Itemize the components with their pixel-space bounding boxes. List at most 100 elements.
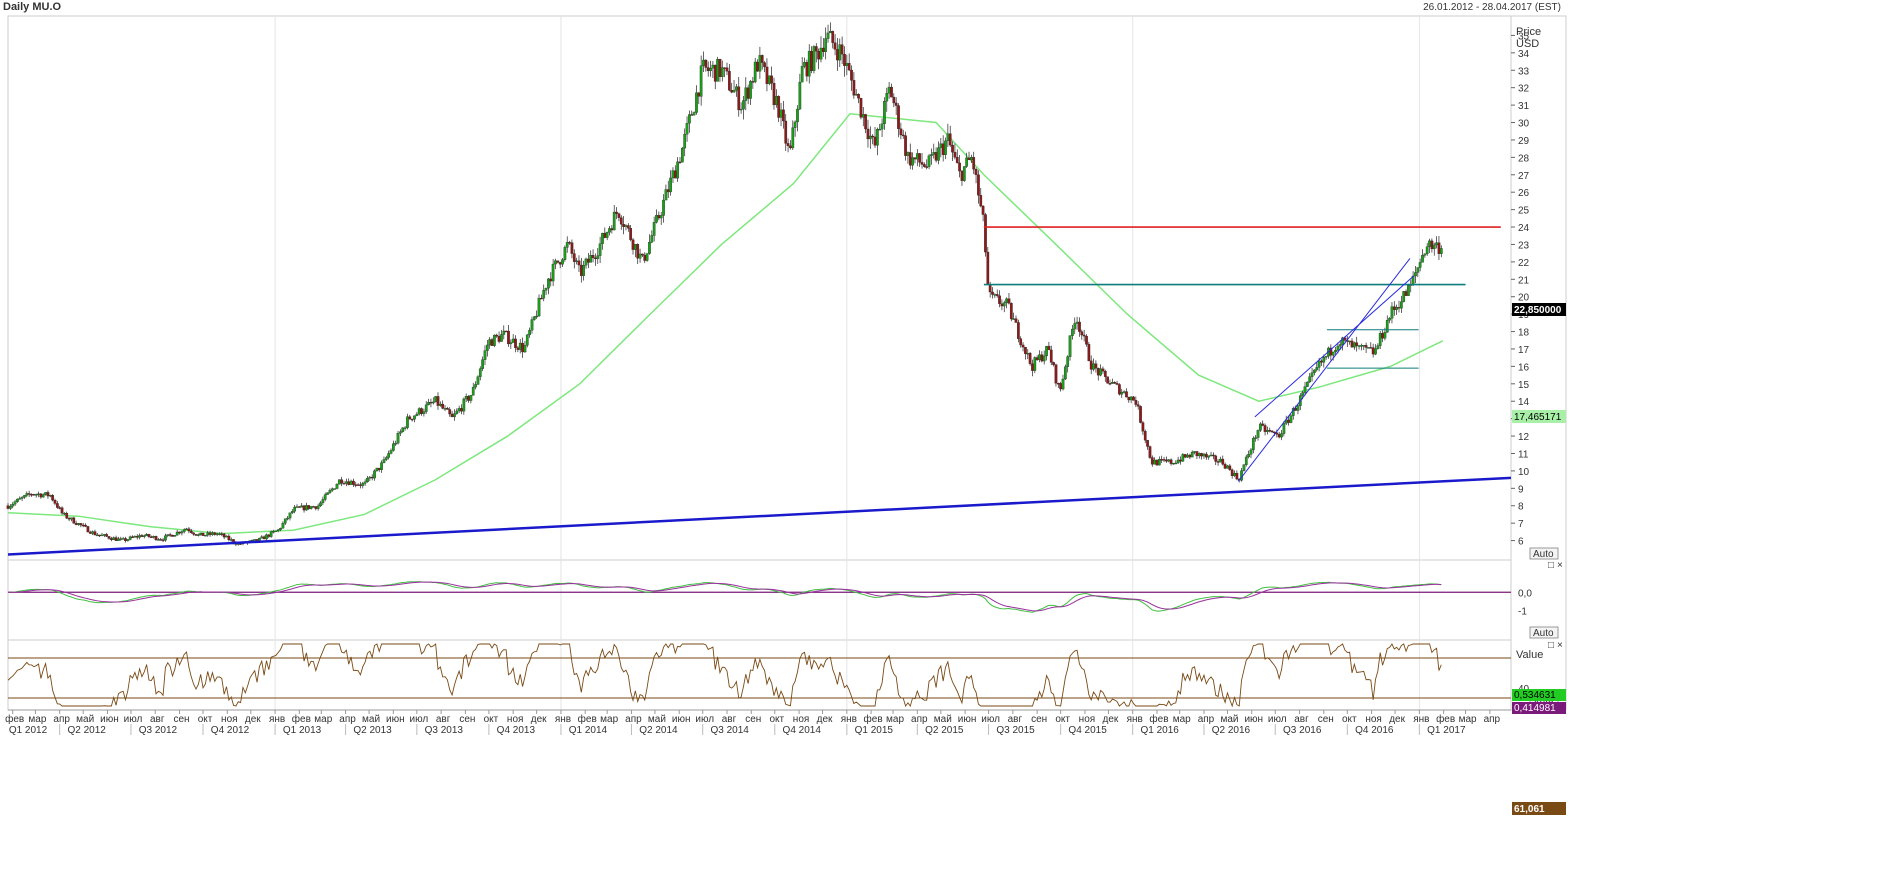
quarter-label: Q1 2017 — [1427, 725, 1466, 736]
candle-body — [1282, 423, 1286, 434]
chart-title: Daily MU.O — [3, 1, 62, 13]
maximize-icon[interactable]: □ — [1548, 640, 1554, 651]
signal-value-badge: 0,414981 — [1512, 702, 1566, 714]
price-tick-label: 27 — [1518, 171, 1530, 182]
auto-button-price[interactable]: Auto — [1529, 547, 1559, 560]
candle-body — [821, 47, 825, 52]
close-icon[interactable]: × — [1557, 560, 1563, 571]
candle-body — [1096, 368, 1100, 376]
candle-body — [634, 244, 637, 250]
svg-text:17,465171: 17,465171 — [1514, 412, 1562, 423]
candle-body — [532, 316, 536, 320]
candle-body — [866, 128, 870, 140]
candle-body — [450, 413, 454, 418]
right-axis — [1510, 15, 1567, 711]
candle-body — [1017, 322, 1020, 339]
candle-body — [469, 395, 473, 401]
price-tick-label: 26 — [1518, 188, 1530, 199]
candle-body — [570, 242, 574, 254]
auto-button-macd[interactable]: Auto — [1529, 626, 1559, 639]
candle-body — [603, 232, 607, 238]
candle-body — [1172, 462, 1175, 465]
month-label: фев — [1149, 713, 1168, 725]
candle-body — [1162, 459, 1166, 461]
candle-body — [779, 109, 783, 118]
month-label: май — [362, 714, 380, 725]
maximize-icon[interactable]: □ — [1548, 560, 1554, 571]
candle-body — [965, 157, 969, 167]
candle-body — [1430, 240, 1434, 250]
candle-body — [962, 166, 966, 181]
price-tick-label: 18 — [1518, 328, 1530, 339]
candle-body — [1019, 338, 1023, 346]
candle-body — [192, 532, 195, 535]
candle-body — [1132, 396, 1135, 401]
candle-body — [923, 164, 926, 167]
quarter-label: Q3 2016 — [1283, 725, 1322, 736]
candle-body — [1153, 459, 1156, 465]
candle-body — [1047, 345, 1051, 351]
candle-body — [948, 133, 952, 146]
candle-body — [323, 494, 327, 500]
ma-line — [7, 113, 1444, 535]
candle-body — [502, 330, 506, 335]
candle-body — [1249, 449, 1253, 455]
candle-body — [939, 143, 943, 148]
candle-body — [74, 523, 78, 525]
month-label: июл — [409, 714, 428, 725]
candle-body — [39, 493, 43, 498]
candle-body — [48, 495, 52, 497]
candle-body — [1331, 351, 1335, 356]
svg-text:Auto: Auto — [1533, 549, 1554, 560]
candle-body — [363, 481, 367, 484]
candle-body — [1082, 334, 1086, 337]
candle-body — [443, 408, 447, 410]
candle-body — [735, 86, 738, 91]
candle-body — [596, 255, 600, 259]
candle-body — [1360, 345, 1363, 347]
candle-body — [1247, 454, 1250, 458]
candle-body — [1101, 368, 1105, 372]
candle-body — [772, 83, 776, 106]
candle-body — [1183, 454, 1187, 458]
price-tick-label: 16 — [1518, 362, 1530, 373]
candle-body — [803, 62, 806, 67]
close-icon[interactable]: × — [1557, 640, 1563, 651]
candle-body — [467, 396, 470, 401]
candle-body — [993, 294, 997, 296]
month-label: ноя — [1365, 714, 1382, 725]
candle-body — [1026, 353, 1030, 355]
candle-body — [1080, 331, 1084, 336]
candle-body — [1385, 320, 1389, 333]
candle-body — [742, 100, 745, 110]
candle-body — [460, 408, 463, 412]
candle-body — [540, 297, 543, 300]
month-label: мар — [600, 714, 618, 725]
candle-body — [1256, 430, 1260, 438]
candle-body — [455, 410, 459, 414]
candle-body — [330, 488, 334, 491]
candle-body — [260, 536, 264, 539]
month-label: окт — [1055, 714, 1070, 725]
candle-body — [1092, 363, 1095, 370]
svg-text:0,414981: 0,414981 — [1514, 703, 1556, 714]
candle-body — [267, 534, 271, 537]
candle-body — [725, 67, 729, 72]
candle-body — [434, 396, 437, 403]
candle-body — [899, 128, 903, 136]
candle-body — [699, 65, 703, 97]
candle-body — [1317, 360, 1321, 368]
month-label: фев — [1436, 713, 1455, 725]
candle-body — [704, 59, 708, 68]
candle-body — [1341, 337, 1344, 345]
candle-body — [1437, 242, 1441, 254]
candle-body — [1169, 459, 1173, 464]
candle-body — [1075, 321, 1079, 324]
candle-body — [1200, 453, 1203, 457]
month-label: июл — [1268, 714, 1287, 725]
candle-body — [537, 297, 541, 317]
svg-text:22,850000: 22,850000 — [1514, 305, 1562, 316]
candle-body — [720, 67, 724, 77]
candle-body — [168, 534, 172, 536]
candle-body — [1230, 469, 1234, 476]
